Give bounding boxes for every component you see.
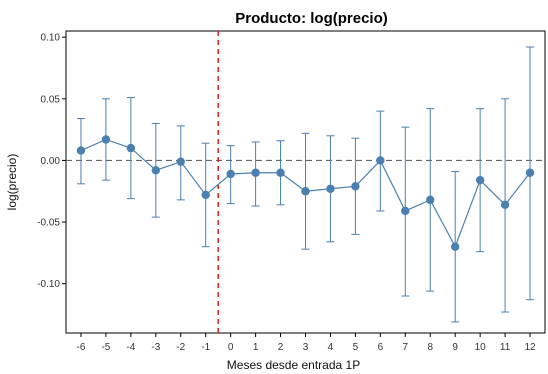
data-point (426, 195, 435, 205)
y-tick-label: -0.10 (37, 279, 60, 290)
y-tick-label: 0.05 (41, 94, 61, 105)
x-tick-label: 6 (378, 342, 384, 353)
y-tick-label: 0.10 (41, 33, 61, 44)
data-point (276, 168, 285, 177)
x-tick-label: 5 (353, 342, 359, 353)
x-tick-label: 7 (403, 342, 409, 353)
data-point (351, 182, 360, 191)
y-tick-label: -0.05 (37, 218, 60, 229)
data-point (176, 157, 185, 166)
data-point (226, 169, 235, 179)
data-point (525, 168, 535, 177)
x-tick-label: -6 (77, 342, 86, 353)
data-point (376, 156, 385, 165)
data-point (326, 184, 335, 193)
x-tick-label: 1 (253, 342, 259, 353)
x-tick-label: 11 (500, 342, 511, 353)
plot-area: 0.100.050.00-0.05-0.10-6 -5 -4 -3 -2 -1 0 1 2 3 4 5… (37, 30, 546, 353)
x-tick-label: 2 (278, 342, 284, 353)
data-point (475, 175, 485, 185)
data-point (401, 206, 410, 216)
y-axis-label: log(precio) (5, 154, 19, 211)
data-point (101, 135, 111, 144)
x-tick-label: 9 (452, 342, 458, 353)
chart-title: Producto: log(precio) (235, 10, 388, 27)
x-tick-label: 0 (228, 342, 234, 353)
x-tick-label: 10 (475, 342, 487, 353)
x-tick-label: 8 (427, 342, 433, 353)
data-point (76, 146, 86, 155)
x-tick-label: 12 (524, 342, 536, 353)
data-point (251, 168, 260, 177)
x-tick-label: 4 (328, 342, 334, 353)
data-point (126, 143, 136, 153)
x-tick-label: -5 (101, 342, 110, 353)
data-point (500, 200, 510, 210)
x-tick-label: -3 (151, 342, 160, 353)
x-tick-label: -2 (176, 342, 185, 353)
data-point (301, 187, 310, 196)
x-tick-label: -4 (126, 342, 135, 353)
x-axis-label: Meses desde entrada 1P (227, 358, 360, 372)
data-point (201, 190, 210, 200)
data-point (450, 242, 460, 251)
y-tick-label: 0.00 (41, 156, 61, 167)
data-point (151, 166, 161, 175)
x-tick-label: -1 (201, 342, 210, 353)
x-tick-label: 3 (303, 342, 309, 353)
